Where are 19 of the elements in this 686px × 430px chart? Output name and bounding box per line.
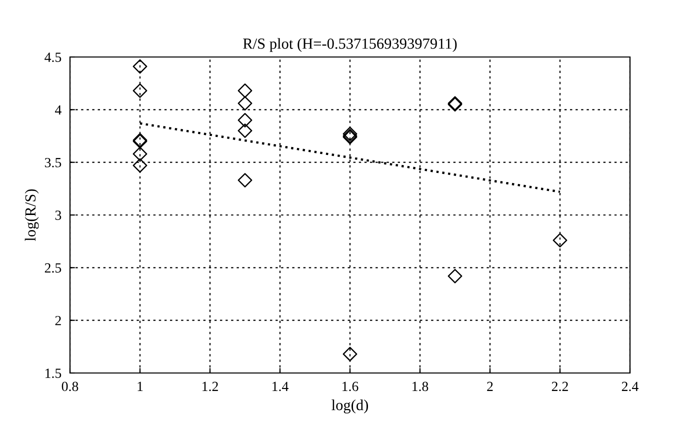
x-tick-label: 1.8	[412, 382, 428, 392]
x-tick-label: 1.2	[202, 382, 218, 392]
y-tick-label: 2	[55, 316, 61, 326]
y-tick-label: 4	[54, 105, 62, 114]
x-tick-label: 0.8	[62, 382, 78, 392]
chart-title: R/S plot (H=-0.537156939397911)	[243, 38, 457, 52]
y-axis-title: log(R/S)	[24, 189, 39, 242]
x-tick-label: 2.2	[552, 382, 568, 392]
y-tick-label: 3	[55, 210, 62, 220]
y-tick-label: 3.5	[44, 158, 62, 168]
y-tick-label: 4.5	[44, 52, 62, 62]
x-tick-label: 2.4	[622, 382, 638, 392]
x-axis-title: log(d)	[332, 399, 368, 414]
x-tick-label: 2	[487, 382, 493, 391]
y-tick-label: 1.5	[46, 368, 62, 378]
x-tick-label: 1	[138, 382, 143, 391]
x-tick-label: 1.6	[342, 382, 358, 392]
y-tick-label: 2.5	[44, 263, 62, 273]
x-tick-label: 1.4	[272, 382, 288, 392]
